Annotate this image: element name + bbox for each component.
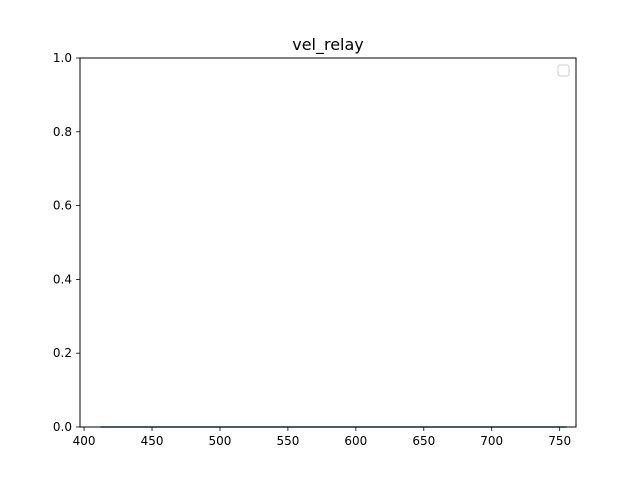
x-tick-label: 750: [548, 434, 571, 448]
y-tick-label: 0.4: [53, 272, 72, 286]
x-tick-label: 700: [480, 434, 503, 448]
x-tick-label: 450: [141, 434, 164, 448]
y-tick-label: 0.6: [53, 199, 72, 213]
x-tick-label: 550: [276, 434, 299, 448]
y-tick-label: 0.0: [53, 420, 72, 434]
legend: [557, 64, 570, 77]
legend-box: [557, 64, 570, 77]
x-tick-label: 600: [344, 434, 367, 448]
y-tick-label: 0.8: [53, 125, 72, 139]
plot-area: [80, 58, 576, 427]
y-tick-label: 0.2: [53, 346, 72, 360]
plot-frame: [79, 57, 577, 428]
chart-title: vel_relay: [292, 35, 364, 55]
x-tick-label: 400: [73, 434, 96, 448]
y-axis: 0.0 0.2 0.4 0.6 0.8 1.0: [53, 51, 80, 434]
y-tick-label: 1.0: [53, 51, 72, 65]
x-axis: 400 450 500 550 600 650 700 750: [73, 427, 571, 448]
x-tick-label: 650: [412, 434, 435, 448]
x-tick-label: 500: [209, 434, 232, 448]
